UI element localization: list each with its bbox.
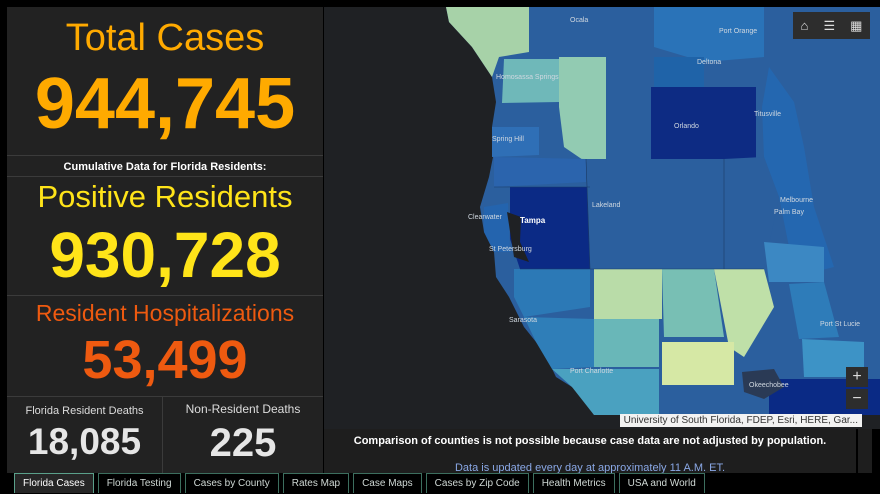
- zoom-out-button[interactable]: −: [846, 389, 868, 409]
- hospitalizations-label: Resident Hospitalizations: [35, 300, 295, 326]
- tampa-bay: [507, 212, 529, 262]
- resident-deaths-label: Florida Resident Deaths: [25, 405, 144, 417]
- county-st-lucie: [789, 282, 839, 339]
- resident-deaths-section: Florida Resident Deaths 18,085: [7, 397, 163, 473]
- county-hillsborough: [510, 187, 590, 269]
- city-label-ocala: Ocala: [570, 17, 588, 24]
- county-seminole: [654, 57, 704, 87]
- notes-scrollbar[interactable]: [858, 429, 872, 473]
- hospitalizations-section: Resident Hospitalizations 53,499: [7, 296, 323, 397]
- basemap-icon[interactable]: ▦: [850, 17, 863, 33]
- resident-deaths-value: 18,085: [27, 421, 142, 462]
- county-hernando: [492, 127, 539, 157]
- map-notes: Comparison of counties is not possible b…: [324, 429, 856, 474]
- county-desoto: [594, 319, 659, 367]
- county-sarasota: [524, 317, 594, 369]
- county-highlands: [662, 269, 724, 337]
- tab-florida-cases[interactable]: Florida Cases: [14, 473, 94, 493]
- tab-cases-by-county[interactable]: Cases by County: [184, 473, 279, 493]
- city-label-spring-hill: Spring Hill: [492, 136, 524, 143]
- city-label-palm-bay: Palm Bay: [774, 209, 804, 216]
- city-label-st-petersburg: St Petersburg: [489, 246, 532, 253]
- city-label-titusville: Titusville: [754, 111, 781, 118]
- nonresident-deaths-label: Non-Resident Deaths: [185, 402, 301, 416]
- city-label-deltona: Deltona: [697, 59, 721, 66]
- tab-florida-testing[interactable]: Florida Testing: [97, 473, 181, 493]
- tab-rates-map[interactable]: Rates Map: [282, 473, 350, 493]
- city-label-port-orange: Port Orange: [719, 28, 757, 35]
- city-label-melbourne: Melbourne: [780, 197, 813, 204]
- city-label-tampa: Tampa: [520, 216, 546, 225]
- summary-panel: Total Cases 944,745 Cumulative Data for …: [7, 7, 323, 473]
- city-label-orlando: Orlando: [674, 123, 699, 130]
- positive-label: Positive Residents: [37, 179, 293, 214]
- county-pasco: [494, 157, 586, 187]
- map-toolbar: ⌂ ☰ ▦: [793, 12, 870, 39]
- home-icon[interactable]: ⌂: [800, 18, 809, 33]
- county-lake: [559, 57, 606, 162]
- zoom-in-button[interactable]: +: [846, 367, 868, 387]
- tab-case-maps[interactable]: Case Maps: [353, 473, 422, 493]
- county-map[interactable]: Ocala Port Orange Deltona Homosassa Spri…: [324, 7, 880, 429]
- county-marion: [446, 7, 529, 77]
- tab-cases-by-zip-code[interactable]: Cases by Zip Code: [425, 473, 529, 493]
- comparison-warning: Comparison of counties is not possible b…: [353, 435, 827, 447]
- county-volusia: [654, 7, 764, 62]
- city-label-lakeland: Lakeland: [592, 202, 621, 209]
- hospitalizations-value: 53,499: [82, 330, 248, 390]
- city-label-port-charlotte: Port Charlotte: [570, 368, 613, 375]
- county-brevard: [762, 67, 834, 272]
- city-label-clearwater: Clearwater: [468, 214, 503, 221]
- county-orange: [651, 87, 756, 159]
- dashboard-tabs: Florida Cases Florida Testing Cases by C…: [14, 473, 709, 494]
- county-pinellas: [484, 203, 510, 252]
- total-cases-section: Total Cases 944,745: [7, 7, 323, 156]
- county-osceola: [724, 157, 779, 269]
- tab-usa-and-world[interactable]: USA and World: [618, 473, 705, 493]
- county-polk: [586, 159, 724, 269]
- city-label-okeechobee: Okeechobee: [749, 382, 789, 389]
- tab-health-metrics[interactable]: Health Metrics: [532, 473, 615, 493]
- positive-value: 930,728: [49, 219, 281, 291]
- cumulative-caption: Cumulative Data for Florida Residents:: [7, 156, 323, 177]
- city-label-port-st-lucie: Port St Lucie: [820, 321, 860, 328]
- nonresident-deaths-section: Non-Resident Deaths 225: [163, 397, 323, 473]
- county-charlotte: [552, 369, 659, 415]
- county-manatee: [514, 269, 590, 317]
- county-glades: [662, 342, 734, 385]
- county-okeechobee: [714, 269, 774, 357]
- county-hardee: [594, 269, 662, 319]
- choropleth-svg: Ocala Port Orange Deltona Homosassa Spri…: [446, 7, 880, 415]
- nonresident-deaths-value: 225: [209, 421, 277, 465]
- city-label-sarasota: Sarasota: [509, 317, 537, 324]
- county-citrus: [502, 59, 559, 103]
- county-indian-river: [764, 242, 824, 282]
- map-attribution[interactable]: University of South Florida, FDEP, Esri,…: [619, 414, 862, 427]
- legend-icon[interactable]: ☰: [823, 17, 836, 33]
- positive-section: Positive Residents 930,728: [7, 177, 323, 296]
- total-cases-value: 944,745: [34, 64, 296, 144]
- lake-okeechobee: [742, 369, 784, 399]
- total-cases-label: Total Cases: [65, 17, 265, 59]
- update-note: Data is updated every day at approximate…: [454, 462, 726, 474]
- city-label-homosassa-springs: Homosassa Springs: [496, 74, 559, 81]
